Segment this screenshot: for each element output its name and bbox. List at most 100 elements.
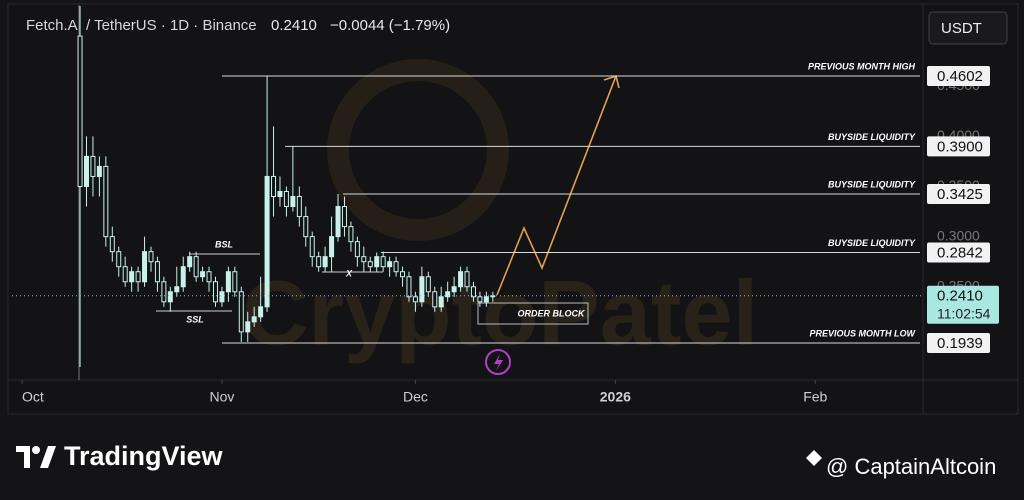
candle-body [212, 281, 218, 303]
candle-body [187, 256, 193, 268]
alert-bolt [494, 354, 503, 371]
candle-body [438, 296, 444, 308]
level-label: BUYSIDE LIQUIDITY [828, 132, 916, 142]
candle-body [283, 190, 289, 208]
candle-body [83, 155, 89, 187]
y-tick-label: 0.3000 [937, 227, 980, 243]
x-tick-label: Nov [209, 389, 234, 405]
currency-button[interactable] [928, 11, 1008, 45]
candle-body [296, 196, 302, 218]
candle-body [116, 251, 122, 268]
candle-body [335, 206, 341, 238]
candle-body [277, 190, 283, 198]
candle-body [374, 256, 380, 268]
candle-body [354, 241, 360, 258]
level-badge [927, 184, 990, 205]
candle-body [393, 261, 399, 273]
candle-body [206, 271, 212, 283]
candle-body [316, 256, 322, 268]
candle-body [232, 271, 238, 293]
candle-body [174, 286, 180, 293]
chart-frame [7, 3, 1019, 415]
candle-body [154, 261, 160, 283]
order-block [477, 302, 589, 325]
candle-body [470, 286, 476, 298]
level-label: PREVIOUS MONTH HIGH [808, 61, 916, 71]
candle-body [258, 306, 264, 318]
candle-body [245, 321, 251, 333]
candle-body [251, 316, 257, 323]
candle-body [271, 175, 277, 198]
candle-body [425, 276, 431, 293]
x-tick-label: Dec [403, 389, 428, 405]
candle-body [419, 276, 425, 303]
candle-body [180, 266, 186, 288]
candle-body [219, 291, 225, 303]
candle-body [445, 291, 451, 298]
candle-body [380, 256, 386, 268]
alert-icon [485, 349, 511, 375]
candle-body [432, 291, 438, 308]
level-price: 0.3425 [937, 186, 983, 203]
candle-body [329, 236, 335, 258]
level-badge [927, 65, 990, 86]
level-price: 0.2842 [937, 244, 983, 261]
last-price-label: 0.2410 [937, 288, 983, 305]
annotation: X [345, 268, 353, 278]
candle-body [458, 271, 464, 288]
candle-body [96, 165, 102, 177]
logo-mark [16, 446, 30, 468]
candle-body [387, 261, 393, 268]
candle-body [367, 261, 373, 268]
level-label: PREVIOUS MONTH LOW [810, 328, 917, 338]
x-tick-label: Oct [22, 389, 44, 405]
symbol-title: Fetch.AI / TetherUS · 1D · Binance [26, 17, 257, 34]
candle-body [200, 271, 206, 278]
watermark-logo [327, 59, 509, 241]
candle-body [142, 251, 148, 283]
level-label: BUYSIDE LIQUIDITY [828, 179, 916, 189]
header-change: −0.0044 (−1.79%) [330, 17, 450, 34]
candle-body [225, 271, 231, 293]
logo-mark [32, 446, 40, 454]
candle-body [341, 206, 347, 228]
candle-body [90, 155, 96, 177]
candle-body [167, 291, 173, 303]
watermark: CryptoPatel [242, 262, 758, 364]
currency-label[interactable]: USDT [941, 20, 982, 37]
annotation: SSL [186, 314, 204, 324]
candle-body [161, 281, 167, 303]
header-price: 0.2410 [271, 17, 317, 34]
candle-body [148, 251, 154, 263]
candle-body [412, 296, 418, 303]
credit: @ CaptainAltcoin [826, 454, 996, 479]
candle-body [406, 276, 412, 298]
level-badge [927, 333, 990, 354]
candle-body [361, 256, 367, 263]
candle-body [103, 165, 109, 238]
candle-body [348, 226, 354, 243]
level-badge [927, 242, 990, 263]
candle-body [135, 271, 141, 283]
candle-body [238, 291, 244, 333]
candle-body [483, 296, 489, 303]
level-price: 0.3900 [937, 138, 983, 155]
countdown: 11:02:54 [937, 305, 991, 321]
tv-logo [16, 446, 56, 468]
x-tick-label: Feb [803, 389, 827, 405]
candle-body [322, 256, 328, 268]
level-badge [927, 136, 990, 157]
level-price: 0.4602 [937, 68, 983, 85]
candle-body [109, 236, 115, 253]
candle-body [290, 196, 296, 208]
candle-body [129, 271, 135, 283]
level-label: BUYSIDE LIQUIDITY [828, 238, 916, 248]
candle-body [477, 296, 483, 303]
credit-icon [806, 450, 822, 466]
brand: TradingView [64, 441, 224, 471]
candle-body [122, 266, 128, 283]
logo-mark [40, 446, 56, 468]
last-price-badge [927, 285, 999, 324]
candle-body [264, 175, 270, 308]
